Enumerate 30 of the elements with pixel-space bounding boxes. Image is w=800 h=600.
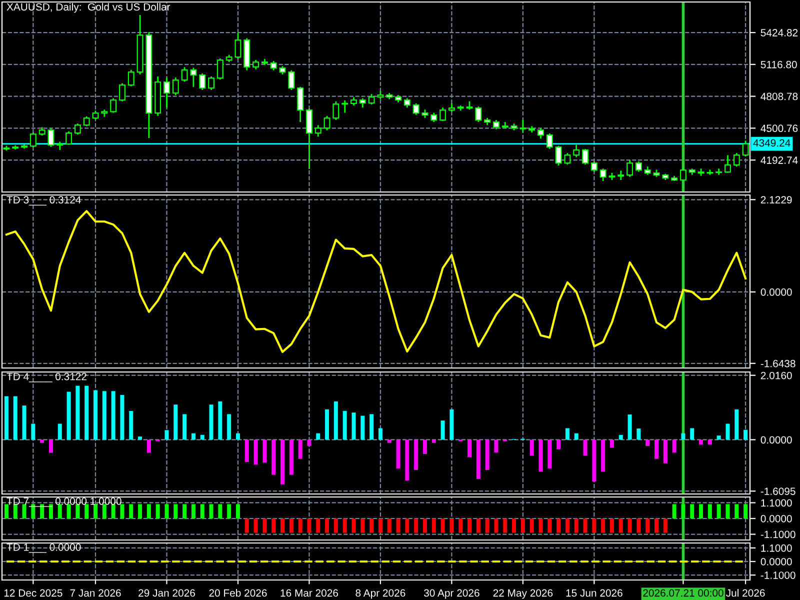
- y-tick-label: 0.0000: [760, 288, 792, 296]
- x-tick-label: 12 Dec 2025: [4, 589, 62, 597]
- y-tick-label: -1.1000: [760, 530, 796, 538]
- y-tick-label: 4192.74: [760, 156, 798, 164]
- ref-line-label: 4349.24: [753, 139, 790, 147]
- y-tick-label: 4500.76: [760, 124, 798, 132]
- x-tick-label: 20 Feb 2026: [209, 589, 267, 597]
- x-tick-label: 7 Jan 2026: [70, 589, 121, 597]
- x-tick-label: 16 Mar 2026: [280, 589, 338, 597]
- y-tick-label: 1.1000: [761, 544, 792, 552]
- x-tick-label: 2026.07.21 00:00: [643, 589, 724, 597]
- y-tick-label: -1.6095: [760, 488, 796, 495]
- y-tick-label: 5116.80: [760, 60, 797, 68]
- y-tick-label: 1.1000: [761, 499, 792, 507]
- y-tick-label: -1.6438: [760, 360, 796, 368]
- y-tick-label: 2.1229: [760, 196, 792, 204]
- y-tick-label: 0.0000: [760, 515, 792, 522]
- y-tick-label: 2.0160: [760, 372, 792, 380]
- x-tick-label: 8 Apr 2026: [356, 589, 406, 599]
- y-tick-label: 5424.82: [760, 29, 798, 36]
- y-tick-label: -1.1000: [760, 572, 796, 579]
- x-tick-label: Jul 2026: [726, 589, 765, 597]
- x-tick-label: 22 May 2026: [493, 589, 553, 599]
- x-tick-label: 15 Jun 2026: [566, 589, 622, 597]
- y-tick-label: 0.0000: [760, 558, 792, 566]
- x-tick-label: 29 Jan 2026: [138, 589, 195, 597]
- chart-title: XAUUSD, Daily: Gold vs US Dollar: [6, 2, 170, 13]
- y-tick-label: 0.0000: [760, 436, 792, 444]
- x-tick-label: 30 Apr 2026: [424, 589, 480, 599]
- y-tick-label: 4808.78: [760, 92, 798, 100]
